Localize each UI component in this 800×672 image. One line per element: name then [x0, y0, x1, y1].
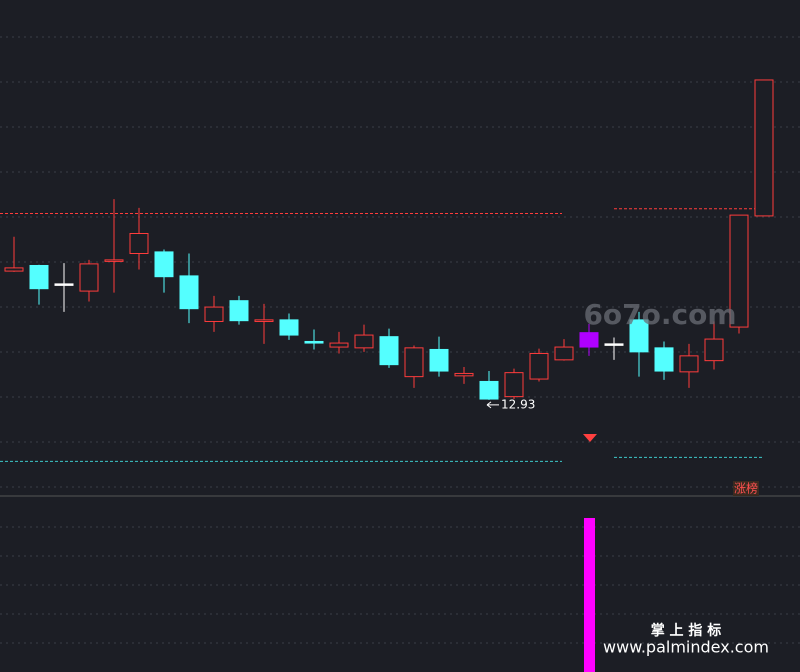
tag-label: 涨榜 — [734, 481, 758, 496]
candle-body — [654, 347, 674, 372]
grid — [0, 36, 800, 644]
signal-bar — [584, 518, 595, 672]
candle-body — [479, 380, 499, 400]
candle-body — [79, 263, 99, 292]
candle-body — [604, 343, 624, 346]
plot: 12.93 — [0, 79, 774, 462]
candle-body — [754, 79, 774, 217]
candle-body — [129, 233, 149, 254]
candle-body — [329, 342, 349, 348]
candle-body — [304, 340, 324, 344]
candle-body — [529, 352, 549, 380]
low-arrow — [486, 401, 499, 409]
candle-body — [354, 334, 374, 349]
watermark-brand: 掌 上 指 标 — [651, 622, 722, 639]
candle-body — [229, 300, 249, 322]
tag-box — [733, 481, 759, 496]
candle-body — [729, 214, 749, 328]
candle-body — [379, 336, 399, 366]
low-label: 12.93 — [501, 397, 535, 411]
candle-body — [554, 346, 574, 361]
candle-body — [4, 267, 24, 272]
candle-body — [629, 319, 649, 353]
candle-body — [254, 319, 274, 322]
candle-body — [679, 355, 699, 373]
candle-body — [704, 338, 724, 362]
candle-body — [504, 372, 524, 398]
watermark-url: www.palmindex.com — [603, 638, 769, 657]
candle-body — [579, 332, 599, 348]
candle-body — [404, 347, 424, 378]
signal-diamond — [583, 434, 597, 442]
candle-body — [104, 259, 124, 262]
watermark-site: 6o7o.com — [583, 298, 736, 331]
candle-body — [179, 275, 199, 310]
candle-body — [454, 372, 474, 377]
candle-body — [429, 348, 449, 372]
candle-body — [154, 251, 174, 278]
candle-body — [279, 319, 299, 336]
candle-body — [29, 264, 49, 290]
candle-body — [54, 283, 74, 286]
candle-body — [204, 306, 224, 322]
